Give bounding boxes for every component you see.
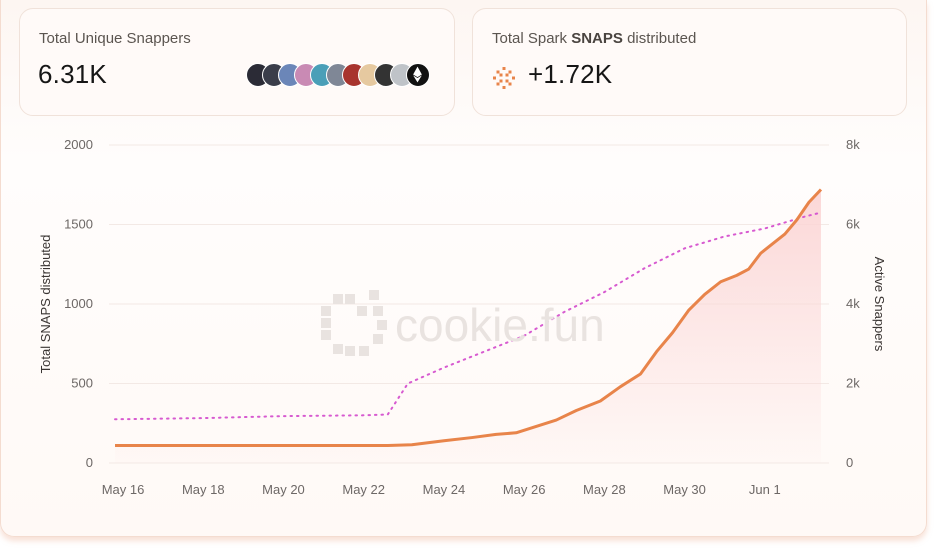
snaps-chart: 0 500 1000 1500 2000 0 2k 4k 6k 8k May 16 May 18 May… bbox=[38, 137, 887, 497]
unique-snappers-card: Total Unique Snappers 6.31K bbox=[19, 8, 455, 116]
y-tick-label: 2000 bbox=[64, 137, 93, 152]
watermark-text: cookie.fun bbox=[395, 299, 605, 351]
x-tick-label: Jun 1 bbox=[749, 482, 781, 497]
x-tick-label: May 20 bbox=[262, 482, 305, 497]
y2-tick-label: 6k bbox=[846, 217, 860, 232]
ethereum-avatar bbox=[406, 63, 430, 87]
spark-icon bbox=[493, 67, 515, 89]
y2-axis-label: Active Snappers bbox=[872, 257, 887, 352]
spark-snaps-label-pre: Total Spark bbox=[492, 30, 572, 47]
x-tick-label: May 24 bbox=[423, 482, 466, 497]
x-tick-label: May 28 bbox=[583, 482, 626, 497]
spark-snaps-label-post: distributed bbox=[622, 30, 697, 47]
spark-snaps-card: Total Spark SNAPS distributed +1.72K bbox=[472, 8, 907, 116]
y-tick-label: 500 bbox=[71, 376, 93, 391]
spark-snaps-label: Total Spark SNAPS distributed bbox=[492, 30, 696, 47]
total-snaps-line bbox=[115, 188, 823, 448]
y2-tick-label: 0 bbox=[846, 455, 853, 470]
y-tick-label: 1000 bbox=[64, 296, 93, 311]
y-tick-label: 1500 bbox=[64, 217, 93, 232]
snaps-area bbox=[115, 189, 821, 463]
watermark: cookie.fun bbox=[317, 290, 605, 360]
y-tick-label: 0 bbox=[86, 455, 93, 470]
y2-tick-label: 8k bbox=[846, 137, 860, 152]
chart-area: 0 500 1000 1500 2000 0 2k 4k 6k 8k May 16 May 18 May… bbox=[1, 120, 926, 510]
active-snappers-line bbox=[114, 211, 822, 421]
x-tick-label: May 22 bbox=[342, 482, 385, 497]
spark-snaps-label-bold: SNAPS bbox=[571, 30, 623, 47]
x-tick-label: May 16 bbox=[102, 482, 145, 497]
x-tick-label: May 18 bbox=[182, 482, 225, 497]
y-axis-label: Total SNAPS distributed bbox=[38, 235, 53, 374]
y2-tick-label: 2k bbox=[846, 376, 860, 391]
x-tick-label: May 30 bbox=[663, 482, 706, 497]
spark-snaps-value: +1.72K bbox=[528, 59, 613, 89]
ethereum-icon bbox=[413, 66, 422, 83]
x-tick-label: May 26 bbox=[503, 482, 546, 497]
y2-tick-label: 4k bbox=[846, 296, 860, 311]
chart-panel: Total Unique Snappers 6.31K Total Spark … bbox=[0, 0, 927, 537]
unique-snappers-label: Total Unique Snappers bbox=[39, 30, 191, 47]
unique-snappers-value: 6.31K bbox=[38, 59, 107, 89]
cookie-logo-icon bbox=[321, 290, 387, 356]
